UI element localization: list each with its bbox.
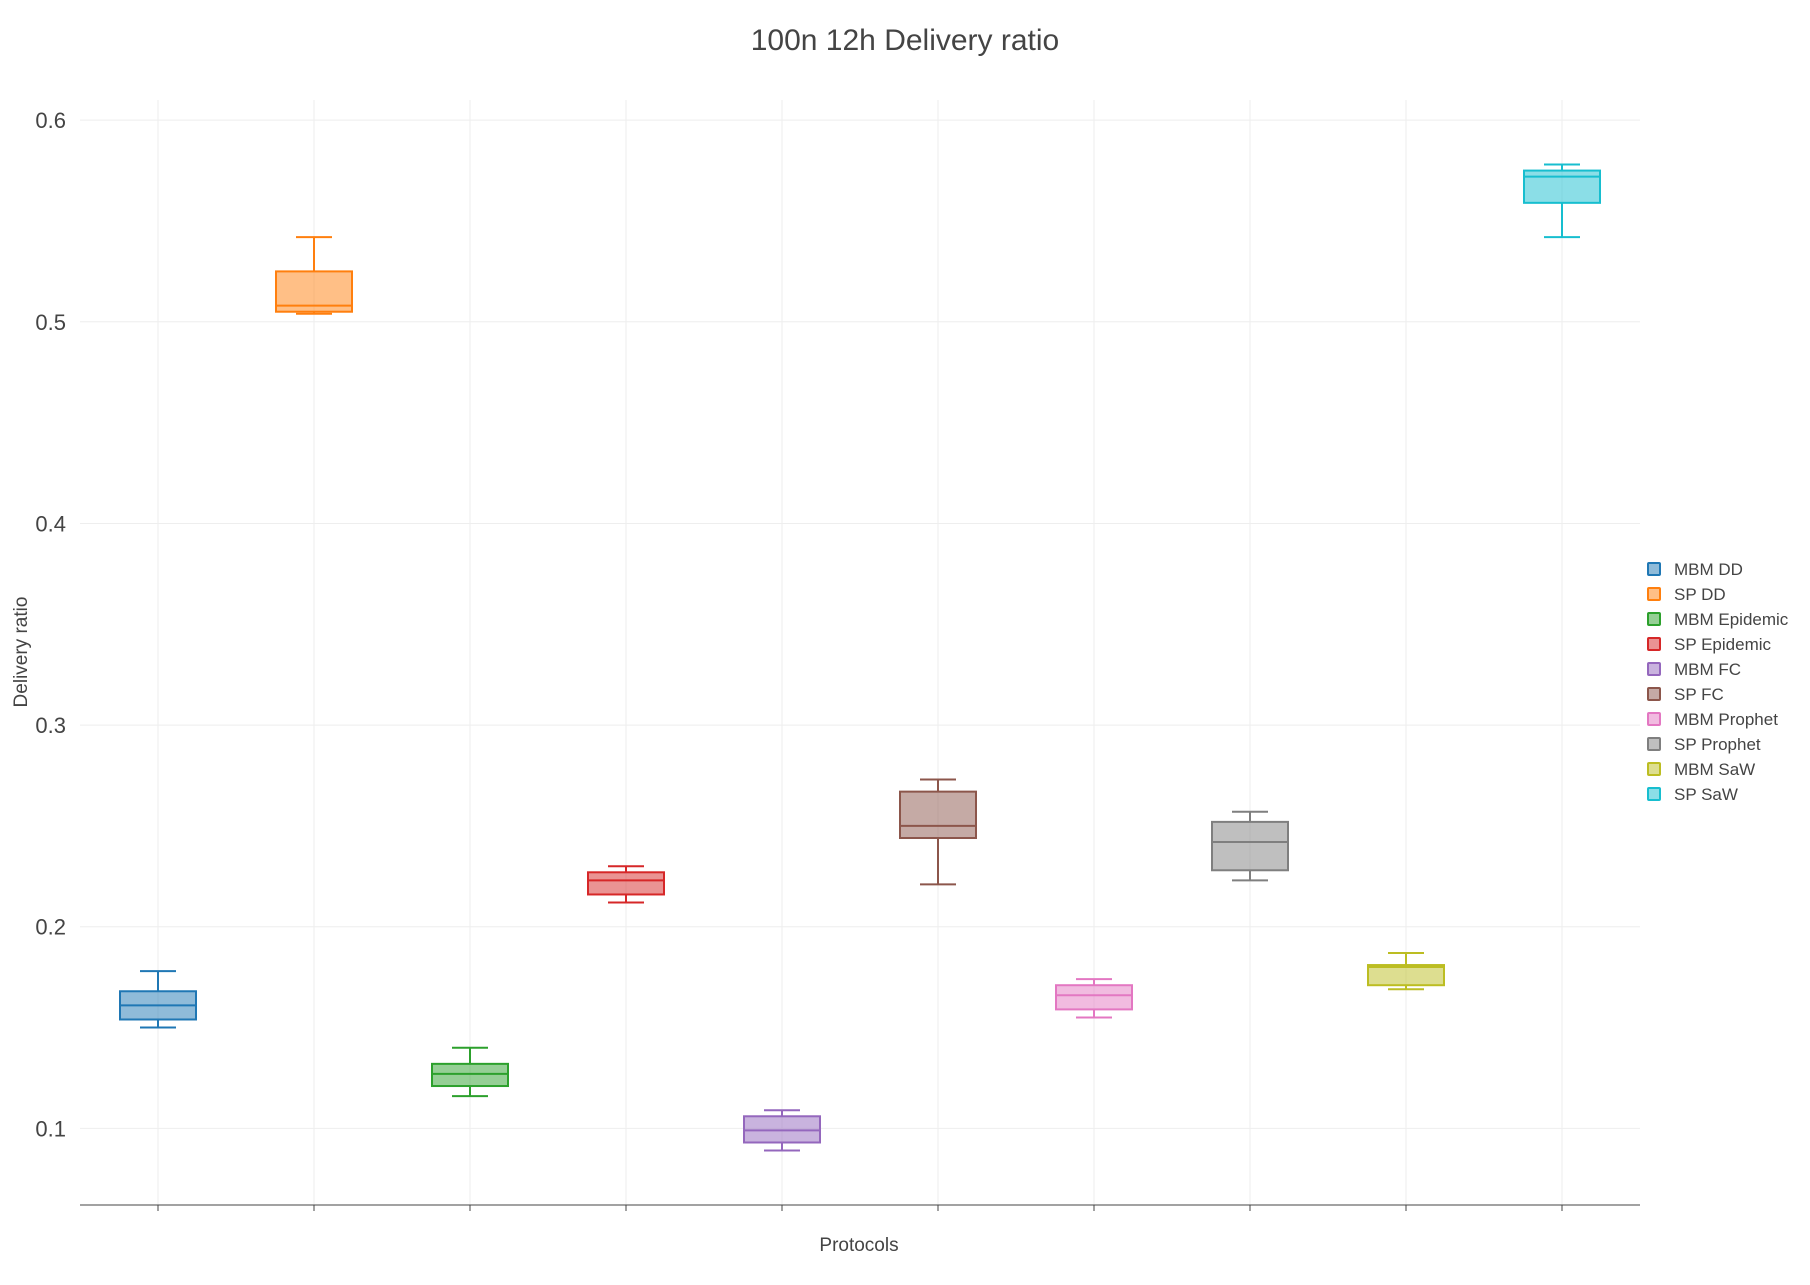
box-iqr xyxy=(1367,964,1445,987)
y-axis-title: Delivery ratio xyxy=(11,597,32,708)
legend-label: SP SaW xyxy=(1674,785,1738,804)
box-sp-epidemic xyxy=(587,865,665,904)
legend-swatch xyxy=(1647,562,1661,576)
legend-label: SP DD xyxy=(1674,585,1726,604)
legend-swatch xyxy=(1647,787,1661,801)
y-tick-label: 0.3 xyxy=(35,713,66,738)
y-tick-label: 0.2 xyxy=(35,915,66,940)
legend-item[interactable]: SP SaW xyxy=(1647,785,1738,804)
box-iqr xyxy=(1523,169,1601,204)
y-tick-label: 0.4 xyxy=(35,511,66,536)
legend-swatch xyxy=(1647,612,1661,626)
legend-swatch xyxy=(1647,662,1661,676)
legend-item[interactable]: MBM FC xyxy=(1647,660,1741,679)
legend-item[interactable]: MBM Epidemic xyxy=(1647,610,1789,629)
grid-layer xyxy=(80,100,1640,1205)
legend-label: MBM Epidemic xyxy=(1674,610,1789,629)
legend-swatch xyxy=(1647,737,1661,751)
box-iqr xyxy=(431,1062,509,1088)
legend-item[interactable]: SP Prophet xyxy=(1647,735,1761,754)
legend-swatch xyxy=(1647,687,1661,701)
legend-item[interactable]: SP Epidemic xyxy=(1647,635,1772,654)
y-tick-label: 0.1 xyxy=(35,1116,66,1141)
box-iqr xyxy=(743,1115,821,1144)
legend-label: MBM DD xyxy=(1674,560,1743,579)
box-mbm-epidemic xyxy=(431,1046,509,1098)
box-mbm-dd xyxy=(119,970,197,1029)
axes-layer: 0.1 0.2 0.3 0.4 0.5 0.6 xyxy=(35,108,1640,1211)
box-sp-prophet xyxy=(1211,810,1289,882)
x-axis-title: Protocols xyxy=(819,1235,898,1256)
boxes-layer xyxy=(119,163,1601,1152)
y-tick-label: 0.5 xyxy=(35,310,66,335)
chart-title: 100n 12h Delivery ratio xyxy=(751,24,1060,57)
legend-label: SP Epidemic xyxy=(1674,635,1772,654)
y-tick-label: 0.6 xyxy=(35,108,66,133)
legend[interactable]: MBM DD SP DD MBM Epidemic SP Epidemic MBM FC… xyxy=(1647,560,1789,804)
box-iqr xyxy=(587,871,665,896)
legend-swatch xyxy=(1647,712,1661,726)
box-mbm-prophet xyxy=(1055,978,1133,1019)
legend-swatch xyxy=(1647,587,1661,601)
legend-label: SP Prophet xyxy=(1674,735,1761,754)
legend-item[interactable]: SP DD xyxy=(1647,585,1726,604)
legend-item[interactable]: MBM DD xyxy=(1647,560,1743,579)
legend-label: SP FC xyxy=(1674,685,1724,704)
box-iqr xyxy=(1055,984,1133,1011)
legend-swatch xyxy=(1647,637,1661,651)
box-sp-fc xyxy=(899,778,977,886)
legend-item[interactable]: MBM SaW xyxy=(1647,760,1755,779)
box-mbm-saw xyxy=(1367,951,1445,991)
box-sp-dd xyxy=(275,236,353,315)
legend-swatch xyxy=(1647,762,1661,776)
box-sp-saw xyxy=(1523,163,1601,239)
legend-label: MBM Prophet xyxy=(1674,710,1778,729)
legend-item[interactable]: MBM Prophet xyxy=(1647,710,1778,729)
legend-label: MBM FC xyxy=(1674,660,1741,679)
box-iqr xyxy=(1211,820,1289,872)
legend-item[interactable]: SP FC xyxy=(1647,685,1724,704)
box-iqr xyxy=(899,790,977,840)
box-mbm-fc xyxy=(743,1109,821,1152)
legend-label: MBM SaW xyxy=(1674,760,1755,779)
